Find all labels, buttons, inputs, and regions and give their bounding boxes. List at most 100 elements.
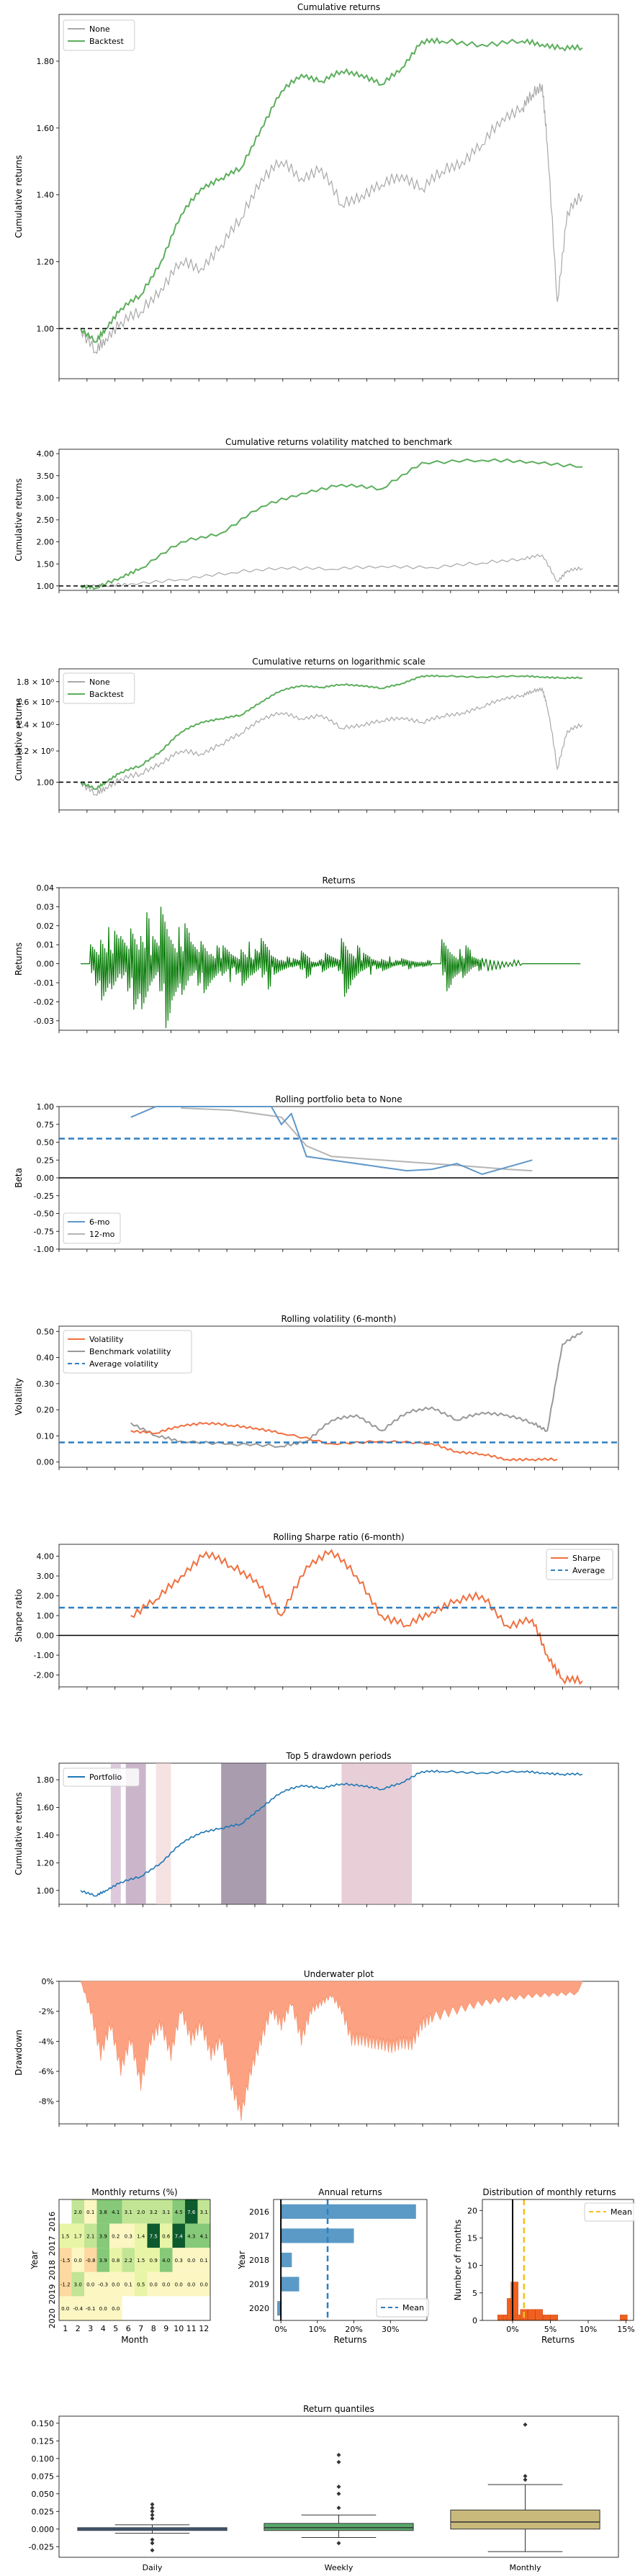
heatmap-cell [185, 2223, 198, 2248]
chart-title: Cumulative returns on logarithmic scale [252, 657, 425, 667]
heatmap-cell [172, 2223, 185, 2248]
heatmap-cell-label: 3.2 [150, 2210, 158, 2215]
series-backtest-line [80, 37, 583, 343]
heatmap-cell [122, 2223, 135, 2248]
annual-return-bar [281, 2228, 354, 2243]
y-tick-label: 1.4 × 10⁰ [17, 720, 55, 729]
histogram-bar [620, 2315, 628, 2321]
legend-label: Mean [611, 2207, 632, 2217]
x-tick-label: 3 [88, 2324, 93, 2333]
y-tick-label: 2017 [48, 2235, 57, 2256]
legend-box [63, 1212, 121, 1244]
heatmap-cell [197, 2248, 210, 2272]
box-outlier [336, 2541, 341, 2546]
heatmap-cell [160, 2199, 173, 2224]
y-tick-label: 0.03 [37, 902, 55, 911]
y-tick-label: 1.20 [37, 258, 55, 267]
plot-frame [58, 1544, 619, 1688]
heatmap-cell [197, 2199, 210, 2224]
heatmap-cell [185, 2199, 198, 2224]
y-tick-label: 1.50 [37, 559, 55, 569]
y-tick-label: 4.00 [37, 449, 55, 459]
y-tick-label: -2.00 [34, 1671, 54, 1680]
chart-5: Rolling volatility (6-month) Volatility 0.… [14, 1314, 619, 1470]
heatmap-cell-label: 0.0 [200, 2282, 208, 2288]
heatmap-cell-label: 3.1 [162, 2210, 170, 2215]
y-tick-label: 1.40 [37, 1831, 55, 1840]
x-tick-label: 30% [382, 2325, 399, 2334]
y-tick-label: 1.00 [37, 582, 55, 591]
heatmap-cell-label: 3.8 [99, 2210, 107, 2215]
y-tick-label: 2019 [249, 2280, 269, 2289]
heatmap-cell [109, 2223, 122, 2248]
legend-label: Average [572, 1566, 605, 1575]
y-tick-label: 1.20 [37, 1858, 55, 1868]
y-tick-label: 0.00 [37, 1631, 55, 1641]
heatmap-cell-label: 0.2 [112, 2233, 120, 2239]
heatmap-cell-label: 0.8 [112, 2258, 120, 2264]
chart-2: Cumulative returns on logarithmic scale C… [14, 657, 619, 813]
heatmap-cell [172, 2296, 185, 2320]
series-none-line [80, 554, 583, 589]
y-tick-label: 1.6 × 10⁰ [17, 698, 55, 707]
y-tick-label: 2017 [249, 2231, 269, 2241]
x-tick-label: 5 [113, 2324, 118, 2333]
y-axis-label: Number of months [453, 2220, 463, 2301]
chart-distribution-monthly: 0% 5% 10% 15% 0 5 10 15 20 Distribution of monthl… [453, 2187, 635, 2345]
y-tick-label: 1.60 [37, 124, 55, 133]
y-tick-label: 0.125 [32, 2436, 55, 2446]
x-tick-label: 1 [63, 2324, 68, 2333]
heatmap-cell-label: 0.5 [137, 2282, 145, 2288]
heatmap-cell [160, 2271, 173, 2297]
x-tick-label: Weekly [325, 2563, 353, 2572]
y-tick-label: 1.00 [37, 1886, 55, 1896]
y-tick-label: 1.00 [37, 778, 55, 787]
legend-label: Volatility [89, 1335, 124, 1344]
heatmap-cell-label: 7.6 [187, 2210, 196, 2215]
heatmap-cell [135, 2248, 148, 2272]
y-tick-label: -0.75 [34, 1227, 54, 1236]
plot-frame [58, 2199, 211, 2321]
series-backtest-line [80, 674, 583, 791]
heatmap-cell-label: 3.1 [200, 2210, 208, 2215]
series-12mo-line [181, 1107, 533, 1172]
legend-label: Portfolio [89, 1773, 122, 1782]
box-outlier [150, 2548, 155, 2553]
legend-label: 12-mo [89, 1230, 115, 1239]
y-tick-label: 2018 [48, 2260, 57, 2280]
heatmap-cell-label: -1.2 [60, 2282, 71, 2288]
box-outlier [150, 2513, 155, 2518]
heatmap-cell-label: 0.3 [125, 2233, 132, 2239]
heatmap-cell [109, 2296, 122, 2320]
heatmap-cell [135, 2271, 148, 2297]
annual-return-bar [281, 2204, 416, 2219]
y-tick-label: 0.50 [37, 1138, 55, 1148]
y-tick-label: 0.02 [37, 922, 55, 931]
plot-frame [58, 2415, 619, 2558]
y-tick-label: 1.40 [37, 191, 55, 200]
plot-frame [482, 2199, 634, 2321]
series-benchmark-volatility-line [130, 1330, 583, 1449]
y-tick-label: 0.01 [37, 940, 55, 950]
x-tick-label: 8 [151, 2324, 156, 2333]
chart-title: Return quantiles [303, 2404, 374, 2414]
heatmap-cell-label: 0.1 [125, 2282, 132, 2288]
y-tick-label: -2% [39, 2007, 54, 2017]
x-tick-label: 6 [126, 2324, 131, 2333]
y-axis-label: Sharpe ratio [14, 1589, 24, 1642]
heatmap-cell-label: 1.5 [137, 2258, 145, 2264]
heatmap-cell [96, 2199, 109, 2224]
heatmap-cell [135, 2296, 148, 2320]
y-tick-label: 0.10 [37, 1431, 55, 1441]
x-tick-label: 15% [617, 2325, 634, 2334]
y-tick-label: 0.04 [37, 883, 55, 893]
y-tick-label: 0.000 [32, 2525, 55, 2534]
heatmap-cell [160, 2248, 173, 2272]
y-tick-label: 1.8 × 10⁰ [17, 677, 55, 687]
chart-title: Cumulative returns volatility matched to… [225, 437, 452, 447]
x-tick-label: 20% [345, 2325, 362, 2334]
x-tick-label: 10% [580, 2325, 597, 2334]
histogram-bar [535, 2309, 543, 2321]
box-outlier [336, 2491, 341, 2496]
y-tick-label: -6% [39, 2067, 54, 2076]
